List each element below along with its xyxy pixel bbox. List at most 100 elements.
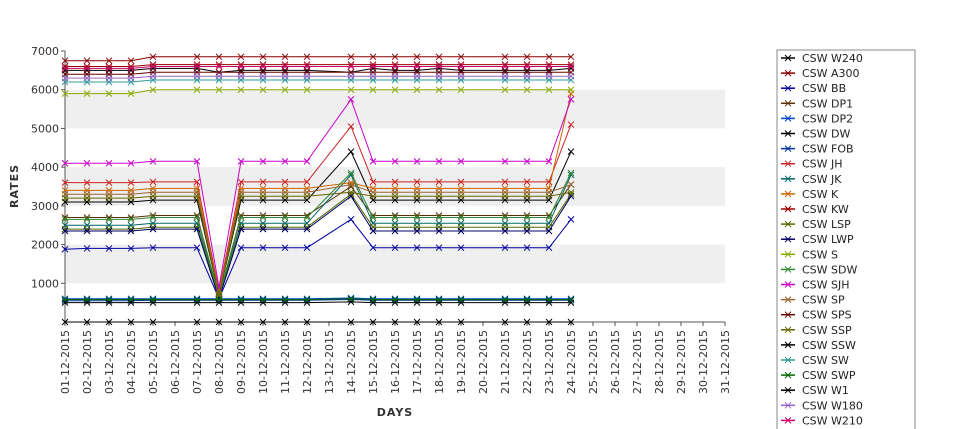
data-point [501,63,509,70]
data-point [567,299,575,306]
y-tick-label: 1000 [31,277,59,290]
data-point [567,216,575,223]
data-point [391,178,399,186]
legend-entry: CSW W210 [781,414,863,427]
data-point [215,296,223,303]
data-point [127,318,135,326]
data-point [369,318,377,326]
data-point [567,169,575,177]
data-point [457,296,465,303]
data-point [413,86,421,94]
legend-marker [784,220,792,228]
data-point [347,148,355,156]
data-point [237,296,245,303]
data-point [237,318,245,326]
x-tick-label: 02-12-2015 [81,330,94,394]
x-tick-label: 30-12-2015 [697,330,710,394]
data-point [501,86,509,94]
data-point [281,225,289,233]
data-point [237,63,245,70]
legend-label: CSW W210 [802,414,863,427]
legend-label: CSW SSP [802,324,852,337]
data-point [435,318,443,326]
data-point [193,299,201,306]
data-point [413,192,421,200]
x-tick-label: 22-12-2015 [521,330,534,394]
data-point [303,53,311,61]
data-point [83,216,91,223]
data-point [435,296,443,303]
data-point [61,194,69,202]
data-point [303,244,311,252]
data-point [127,194,135,202]
data-point [347,298,355,306]
data-point [259,192,267,200]
data-point [149,318,157,326]
data-point [413,157,421,165]
data-point [435,63,443,70]
data-point [105,245,113,252]
legend-label: CSW DW [802,128,851,141]
legend: CSW W240 CSW A300 CSW BB CSW DP1 CSW DP2 CSW … [776,49,916,429]
data-point [149,63,157,70]
data-point [259,214,267,221]
data-point [457,72,465,80]
x-tick-label: 08-12-2015 [213,330,226,394]
legend-entry: CSW KW [781,203,849,216]
data-point [127,74,135,82]
legend-label: CSW LWP [802,233,854,246]
y-tick-label: 7000 [31,45,59,58]
data-point [545,86,553,94]
data-point [61,318,69,326]
data-point [303,296,311,303]
data-point [413,72,421,80]
x-tick-label: 31-12-2015 [719,330,732,394]
legend-label: CSW W180 [802,399,863,412]
data-point [105,74,113,82]
data-point [523,318,531,326]
data-point [369,192,377,200]
data-point [105,90,113,97]
legend-entry: CSW BB [781,82,846,95]
legend-label: CSW DP2 [802,112,853,125]
data-point [347,188,355,196]
legend-label: CSW S [802,248,838,261]
legend-marker [784,311,792,319]
legend-entry: CSW LWP [781,233,854,246]
data-point [83,318,91,326]
x-tick-label: 16-12-2015 [389,330,402,394]
legend-entry: CSW JH [781,158,843,171]
data-point [83,179,91,186]
data-point [259,63,267,70]
data-point [281,178,289,186]
data-point [127,216,135,223]
data-point [347,86,355,94]
legend-marker [784,266,792,273]
x-tick-label: 28-12-2015 [653,330,666,394]
data-point [193,192,201,200]
data-point [215,318,223,326]
grid-band [65,244,725,284]
data-point [567,96,575,103]
x-tick-label: 04-12-2015 [125,330,138,394]
data-point [347,123,355,130]
data-point [391,244,399,252]
data-point [303,178,311,186]
data-point [501,157,509,165]
data-point [303,63,311,70]
legend-entry: CSW W180 [781,399,863,412]
data-point [457,53,465,61]
legend-label: CSW A300 [802,67,860,80]
data-point [127,227,135,235]
data-point [347,181,355,188]
data-point [259,296,267,303]
data-point [545,227,553,235]
data-point [193,86,201,94]
data-point [105,216,113,223]
data-point [83,90,91,97]
data-point [215,72,223,80]
data-point [413,299,421,306]
data-point [105,65,113,72]
x-tick-label: 15-12-2015 [367,330,380,394]
data-point [303,157,311,165]
